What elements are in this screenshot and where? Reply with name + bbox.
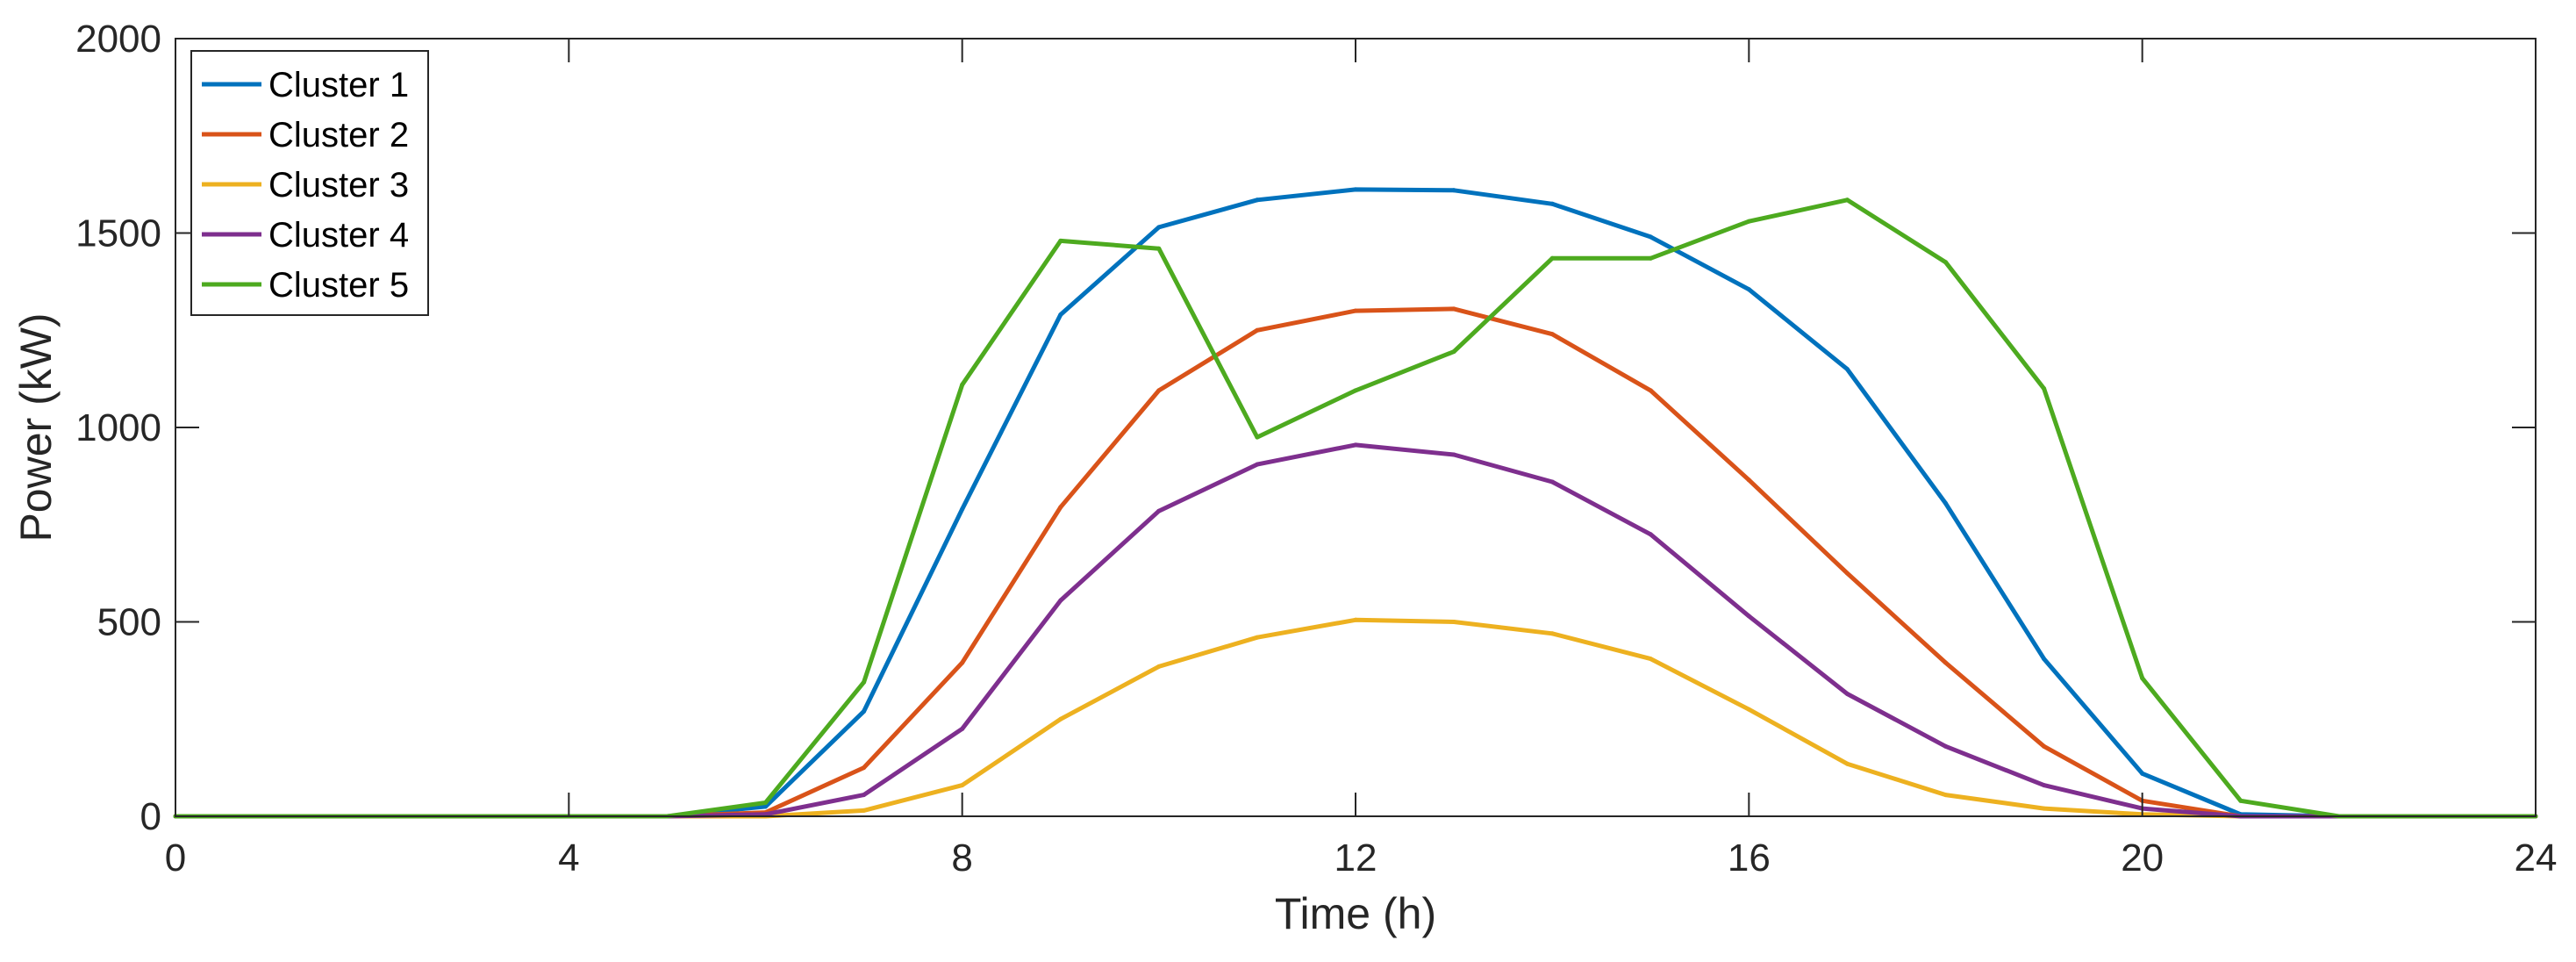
data-point-cluster-1 [2042,657,2047,662]
legend-label-cluster-2: Cluster 2 [268,116,409,154]
data-point-cluster-1 [1648,234,1653,240]
data-point-cluster-2 [2042,743,2047,749]
y-tick-label: 500 [97,601,161,644]
data-point-cluster-3 [2042,806,2047,811]
data-point-cluster-5 [862,679,867,685]
data-point-cluster-2 [1844,571,1850,576]
data-point-cluster-4 [1943,743,1948,749]
data-point-cluster-4 [1844,692,1850,696]
data-point-cluster-5 [2042,386,2047,391]
data-point-cluster-1 [1549,201,1555,206]
data-point-cluster-1 [960,506,965,512]
data-point-cluster-2 [960,660,965,665]
x-tick-label: 16 [1728,836,1771,879]
x-tick-label: 12 [1335,836,1377,879]
y-tick-label: 2000 [75,18,161,61]
y-tick-label: 1500 [75,212,161,255]
data-point-cluster-4 [1255,462,1260,467]
data-point-cluster-5 [1549,255,1555,261]
data-point-cluster-5 [763,800,768,805]
x-axis-label: Time (h) [1275,889,1436,938]
legend: Cluster 1 Cluster 2 Cluster 3 Cluster 4 Clus… [190,50,429,316]
data-point-cluster-1 [1255,197,1260,203]
data-point-cluster-1 [1156,225,1162,230]
data-point-cluster-5 [1648,255,1653,261]
data-point-cluster-3 [1844,761,1850,766]
data-point-cluster-1 [1943,500,1948,506]
data-point-cluster-4 [1058,598,1063,603]
x-tick-label: 24 [2515,836,2558,879]
data-point-cluster-3 [1058,716,1063,722]
data-point-cluster-2 [1648,388,1653,393]
data-point-cluster-5 [1255,434,1260,440]
data-point-cluster-1 [862,708,867,714]
x-tick-label: 0 [165,836,186,879]
data-point-cluster-3 [1549,631,1555,636]
y-axis: 0 500 1000 1500 2000 [75,18,2536,838]
data-point-cluster-4 [862,793,867,798]
data-point-cluster-2 [1353,308,1358,313]
data-point-cluster-5 [1353,388,1358,393]
data-point-cluster-3 [1451,620,1456,624]
data-point-cluster-5 [2140,676,2145,681]
data-point-cluster-4 [1451,452,1456,457]
data-point-cluster-4 [1648,532,1653,537]
data-point-cluster-4 [1353,442,1358,448]
data-point-cluster-1 [1058,312,1063,317]
data-point-cluster-4 [1746,614,1751,619]
data-point-cluster-5 [1156,246,1162,251]
y-axis-label: Power (kW) [11,312,61,542]
x-tick-label: 8 [951,836,972,879]
data-point-cluster-1 [1746,287,1751,292]
legend-label-cluster-5: Cluster 5 [268,266,409,305]
data-point-cluster-1 [1844,367,1850,372]
legend-label-cluster-3: Cluster 3 [268,166,409,205]
data-point-cluster-5 [1844,197,1850,203]
data-point-cluster-5 [1451,349,1456,355]
legend-label-cluster-4: Cluster 4 [268,216,409,255]
legend-label-cluster-1: Cluster 1 [268,66,409,104]
y-tick-label: 0 [140,795,161,838]
legend-box [190,50,429,316]
data-point-cluster-2 [1156,388,1162,393]
y-tick-label: 1000 [75,406,161,449]
data-point-cluster-4 [1549,479,1555,485]
data-point-cluster-5 [1746,219,1751,224]
data-point-cluster-5 [1943,260,1948,265]
x-tick-label: 4 [558,836,579,879]
data-point-cluster-2 [1746,477,1751,483]
data-point-cluster-2 [862,765,867,771]
data-point-cluster-5 [1058,238,1063,243]
data-point-cluster-3 [1943,793,1948,798]
data-point-cluster-2 [1255,327,1260,333]
data-point-cluster-2 [1058,505,1063,510]
data-point-cluster-4 [960,726,965,731]
data-point-cluster-1 [2140,771,2145,776]
data-point-cluster-1 [1451,188,1456,193]
data-point-cluster-4 [2042,783,2047,788]
data-point-cluster-1 [763,804,768,809]
data-point-cluster-3 [1255,635,1260,640]
data-point-cluster-1 [1353,187,1358,192]
data-point-cluster-3 [1156,664,1162,669]
data-point-cluster-2 [1549,332,1555,337]
data-point-cluster-5 [2238,798,2243,803]
data-point-cluster-4 [1156,508,1162,513]
data-point-cluster-3 [862,808,867,813]
data-point-cluster-2 [1943,660,1948,665]
data-point-cluster-3 [1353,617,1358,622]
data-point-cluster-2 [1451,306,1456,312]
data-point-cluster-3 [1648,657,1653,662]
data-point-cluster-3 [960,783,965,788]
data-point-cluster-3 [1746,707,1751,712]
x-axis: 0 4 8 12 16 20 24 [165,39,2558,879]
data-point-cluster-5 [960,382,965,387]
x-tick-label: 20 [2121,836,2164,879]
